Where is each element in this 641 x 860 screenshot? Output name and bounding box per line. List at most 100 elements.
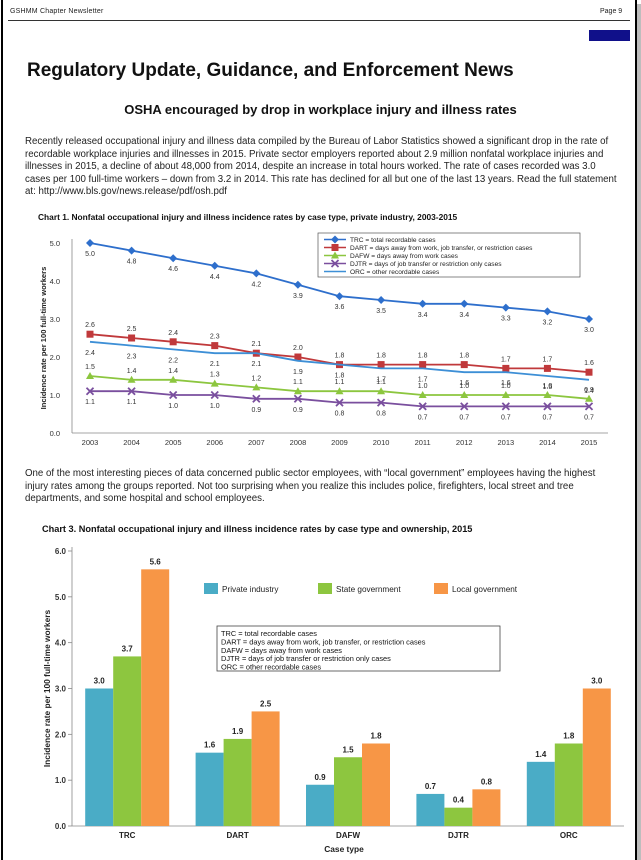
chart3-data-label-local: 2.5	[260, 699, 272, 708]
chart3-y-tick-label: 2.0	[55, 730, 67, 739]
chart1-data-label-trc: 5.0	[85, 251, 95, 258]
chart1-title: Chart 1. Nonfatal occupational injury an…	[38, 212, 458, 222]
chart1-data-label-trc: 4.4	[210, 274, 220, 281]
chart1-data-label-trc: 3.0	[584, 327, 594, 334]
chart1-data-label-orc: 1.6	[459, 380, 469, 387]
chart3-bar-local	[251, 711, 280, 826]
chart1-point-djtr	[210, 390, 219, 400]
chart3-note-line: TRC = total recordable cases	[221, 629, 317, 638]
chart1-data-label-trc: 3.6	[335, 304, 345, 311]
chart1-data-label-djtr: 0.9	[251, 407, 261, 414]
chart1-data-label-dafw: 1.0	[459, 383, 469, 390]
chart1-data-label-djtr: 0.8	[335, 411, 345, 418]
chart1-point-dart	[128, 334, 136, 342]
chart1-data-label-orc: 1.7	[418, 376, 428, 383]
chart1-data-label-djtr: 1.0	[210, 403, 220, 410]
chart1-data-label-orc: 2.2	[168, 357, 178, 364]
chart1-data-label-dafw: 1.0	[418, 383, 428, 390]
chart3-legend-swatch-state	[318, 583, 332, 594]
chart1-x-tick-label: 2010	[373, 438, 390, 447]
chart1-data-label-dart: 1.8	[459, 353, 469, 360]
chart1-point-trc	[169, 254, 178, 263]
header-accent-block	[589, 30, 630, 41]
chart1-point-djtr	[293, 394, 303, 403]
chart3-bar-state	[334, 757, 362, 826]
chart3-y-axis-label: Incidence rate per 100 full-time workers	[42, 609, 52, 767]
chart1-point-dafw	[501, 391, 510, 398]
chart1-point-djtr	[584, 402, 594, 411]
chart1-data-label-trc: 4.6	[168, 266, 178, 273]
chart3-legend: Private industry State government Local go…	[204, 583, 518, 594]
chart1-data-label-dart: 2.0	[293, 345, 303, 352]
chart1-series-dafw: 1.5 1.4 1.4 1.3 1.2 1.1 1.1 1.1 1.0 1.0 1.0 1.0 0.9	[85, 364, 594, 402]
chart1-point-dart	[294, 353, 302, 361]
chart1-data-label-orc: 1.5	[543, 384, 553, 391]
chart1-data-label-orc: 1.7	[376, 376, 386, 383]
chart1-line-orc	[89, 340, 590, 381]
chart3-data-label-state: 1.5	[342, 745, 354, 754]
chart1-point-trc	[335, 292, 344, 301]
chart3-bar-local	[582, 688, 611, 826]
chart1-y-tick-label: 4.0	[50, 277, 60, 286]
chart1-point-dafw	[418, 391, 427, 398]
chart1-data-label-dart: 1.7	[543, 356, 553, 363]
chart1-series-orc: 2.4 2.3 2.2 2.1 2.1 1.9 1.8 1.7 1.7 1.6 1.6 1.5 1.4	[85, 340, 594, 395]
chart1-data-label-orc: 1.8	[335, 373, 345, 380]
chart3: 0.0 1.0 2.0 3.0 4.0 5.0 6.0 Incidence rate per …	[42, 547, 624, 854]
chart1-data-label-djtr: 1.0	[168, 403, 178, 410]
chart1-data-label-trc: 3.9	[293, 293, 303, 300]
chart1-data-label-orc: 1.9	[293, 369, 303, 376]
chart1-data-label-dafw: 1.1	[376, 379, 386, 386]
chart1-legend-label-dafw: DAFW = days away from work cases	[350, 253, 459, 260]
chart3-title: Chart 3. Nonfatal occupational injury an…	[42, 524, 473, 534]
chart1-x-tick-label: 2007	[248, 438, 265, 447]
chart1-y-tick-label: 2.0	[50, 353, 60, 362]
chart1-point-trc	[127, 246, 136, 255]
chart1-x-tick-label: 2006	[206, 438, 223, 447]
chart3-bar-state	[113, 656, 142, 826]
chart1-data-label-djtr: 0.7	[584, 414, 594, 421]
chart1-point-dart	[86, 330, 94, 338]
chart1-data-label-dart: 2.6	[85, 322, 95, 329]
chart1-point-trc	[543, 307, 552, 316]
chart3-data-label-state: 1.8	[563, 732, 575, 741]
chart1-data-label-dart: 1.6	[584, 360, 594, 367]
chart1-data-label-djtr: 1.1	[127, 399, 137, 406]
chart1-point-dafw	[543, 391, 552, 398]
chart3-notes-border	[216, 625, 501, 672]
chart1-legend-marker-trc	[331, 235, 339, 244]
chart1-x-tick-label: 2004	[123, 438, 140, 447]
chart3-bar-private	[85, 688, 114, 826]
chart1-point-djtr	[501, 402, 510, 411]
chart1-x-tick-label: 2014	[539, 438, 556, 447]
chart1-point-djtr	[127, 387, 136, 396]
chart1-point-dafw	[377, 387, 386, 395]
chart1-point-trc	[293, 280, 302, 289]
chart1-x-tick-label: 2012	[456, 438, 473, 447]
chart1-data-label-dart: 1.8	[335, 353, 345, 360]
chart3-x-tick-label: DART	[226, 831, 248, 840]
chart1-data-label-trc: 3.4	[418, 312, 428, 319]
chart1-data-label-djtr: 1.1	[85, 399, 95, 406]
chart1-point-dafw	[293, 387, 302, 395]
chart1-data-label-dafw: 0.9	[584, 387, 594, 394]
chart1-data-label-trc: 4.8	[127, 259, 137, 266]
chart1-point-dafw	[335, 387, 344, 395]
chart1-x-tick-label: 2009	[331, 438, 348, 447]
chart1-point-dafw	[127, 375, 136, 383]
chart3-note-line: DJTR = days of job transfer or restricti…	[221, 654, 391, 663]
chart3-bar-state	[223, 738, 252, 826]
chart1-data-label-dart: 1.8	[418, 353, 428, 360]
chart1-x-tick-label: 2013	[497, 438, 514, 447]
chart3-data-label-private: 0.7	[425, 782, 437, 791]
chart1-point-dart	[377, 361, 385, 369]
page-shadow	[637, 4, 641, 860]
chart1-point-djtr	[85, 387, 95, 396]
chart1-point-djtr	[418, 402, 427, 411]
public-sector-paragraph: One of the most interesting pieces of da…	[25, 468, 596, 505]
chart1-data-label-trc: 3.4	[459, 312, 469, 319]
chart1-data-label-orc: 2.4	[85, 350, 95, 357]
chart1-x-tick-label: 2003	[82, 438, 99, 447]
